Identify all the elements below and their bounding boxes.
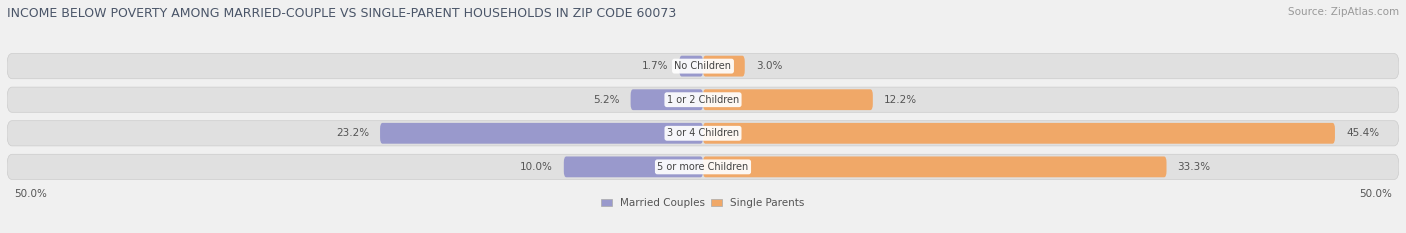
FancyBboxPatch shape — [703, 56, 745, 76]
Text: 1.7%: 1.7% — [641, 61, 668, 71]
Text: 45.4%: 45.4% — [1346, 128, 1379, 138]
Text: 23.2%: 23.2% — [336, 128, 368, 138]
FancyBboxPatch shape — [7, 154, 1399, 179]
FancyBboxPatch shape — [7, 121, 1399, 146]
Text: 10.0%: 10.0% — [520, 162, 553, 172]
FancyBboxPatch shape — [703, 157, 1167, 177]
FancyBboxPatch shape — [564, 157, 703, 177]
Text: 3.0%: 3.0% — [756, 61, 782, 71]
Text: 12.2%: 12.2% — [884, 95, 917, 105]
Text: 50.0%: 50.0% — [14, 189, 46, 199]
FancyBboxPatch shape — [7, 54, 1399, 79]
FancyBboxPatch shape — [703, 123, 1334, 144]
Text: 50.0%: 50.0% — [1360, 189, 1392, 199]
FancyBboxPatch shape — [631, 89, 703, 110]
Legend: Married Couples, Single Parents: Married Couples, Single Parents — [602, 198, 804, 208]
FancyBboxPatch shape — [380, 123, 703, 144]
Text: INCOME BELOW POVERTY AMONG MARRIED-COUPLE VS SINGLE-PARENT HOUSEHOLDS IN ZIP COD: INCOME BELOW POVERTY AMONG MARRIED-COUPL… — [7, 7, 676, 20]
Text: 3 or 4 Children: 3 or 4 Children — [666, 128, 740, 138]
Text: No Children: No Children — [675, 61, 731, 71]
Text: 5.2%: 5.2% — [593, 95, 620, 105]
Text: 33.3%: 33.3% — [1178, 162, 1211, 172]
Text: Source: ZipAtlas.com: Source: ZipAtlas.com — [1288, 7, 1399, 17]
FancyBboxPatch shape — [679, 56, 703, 76]
FancyBboxPatch shape — [703, 89, 873, 110]
Text: 5 or more Children: 5 or more Children — [658, 162, 748, 172]
FancyBboxPatch shape — [7, 87, 1399, 112]
Text: 1 or 2 Children: 1 or 2 Children — [666, 95, 740, 105]
